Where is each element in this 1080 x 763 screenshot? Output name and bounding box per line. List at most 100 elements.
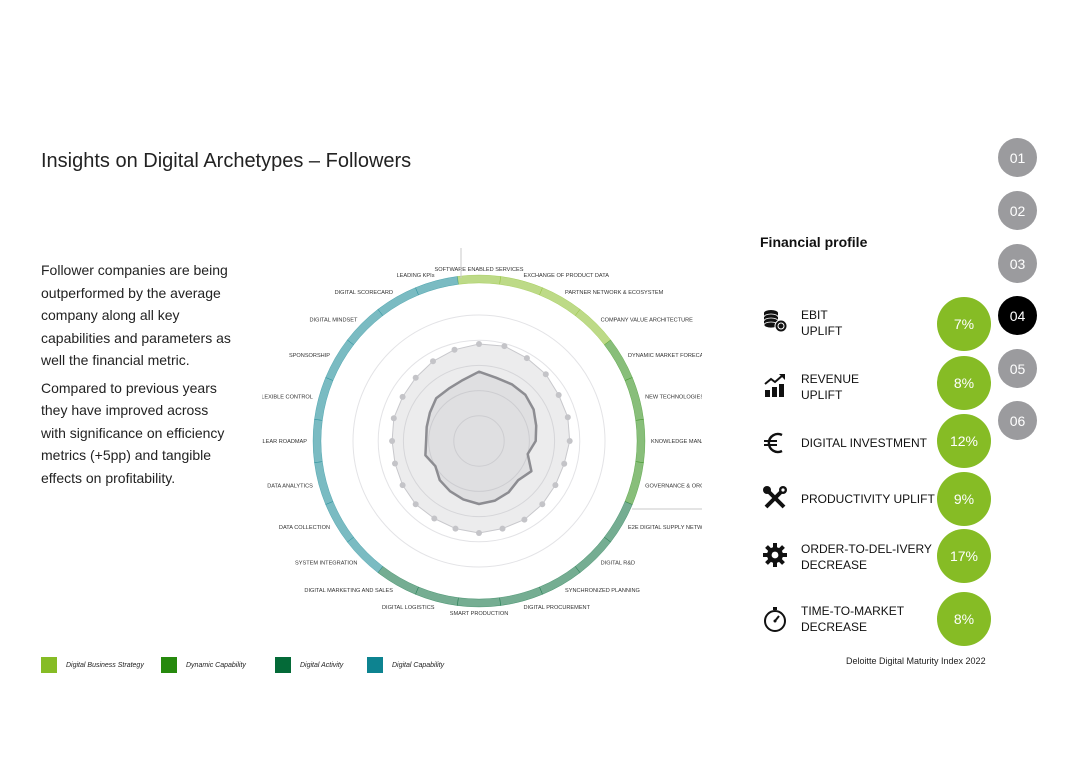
radar-axis-label: COMPANY VALUE ARCHITECTURE [601,317,694,323]
legend-label: Digital Business Strategy [66,661,144,669]
radar-axis-label: SMART PRODUCTION [450,611,509,617]
metric-label-productivity: PRODUCTIVITY UPLIFT [801,492,935,506]
radar-point [552,482,559,489]
metric-label-revenue: REVENUE UPLIFT [801,372,860,402]
metric-value-order-to-delivery: 17% [937,529,991,583]
radar-axis-label: SYSTEM INTEGRATION [295,561,357,567]
radar-point [523,355,530,362]
radar-background [321,283,637,599]
legend-label: Digital Activity [300,661,344,669]
nav-item-05[interactable]: 05 [998,349,1037,388]
legend-swatch [41,657,57,673]
radar-point [389,438,396,444]
metric-label-ebit: EBIT UPLIFT [801,308,843,338]
radar-point [399,393,406,400]
intro-paragraph-2: Compared to previous years they have imp… [41,379,225,486]
nav-item-02[interactable]: 02 [998,191,1037,230]
radar-axis-label: DIGITAL R&D [601,561,636,567]
radar-point [431,515,438,522]
radar-axis-label: DATA COLLECTION [279,525,330,531]
radar-axis-label: SYNCHRONIZED PLANNING [565,588,640,594]
radar-point [392,460,398,467]
metric-value-digital-investment: 12% [937,414,991,468]
radar-band-segment [457,597,501,608]
radar-band-segment [635,419,646,463]
radar-band-segment [415,276,459,296]
metric-label-time-to-market: TIME-TO-MARKET DECREASE [801,604,905,634]
metric-value-revenue: 8% [937,356,991,410]
metric-label-order-to-delivery: ORDER-TO-DEL-IVERY DECREASE [801,542,932,572]
nav-item-01[interactable]: 01 [998,138,1037,177]
legend-label: Digital Capability [392,661,445,669]
radar-point [539,501,546,508]
metric-value-time-to-market: 8% [937,592,991,646]
radar-axis-label: CLEAR ROADMAP [262,439,307,445]
legend-swatch [161,657,177,673]
radar-band-segment [312,419,323,463]
radar-point [542,371,549,378]
metric-value-productivity: 9% [937,472,991,526]
radar-axis-label: SOFTWARE ENABLED SERVICES [435,267,524,273]
radar-point [499,525,506,532]
nav-item-04[interactable]: 04 [998,296,1037,335]
radar-series-2 [424,370,538,506]
legend-item-digital-business-strategy: Digital Business Strategy [41,657,144,673]
radar-grid-ring-2 [428,390,530,492]
radar-axis-label: FLEXIBLE CONTROL [262,395,313,401]
radar-axis-label: LEADING KPIs [397,273,435,279]
radar-grid-ring-4 [377,339,581,543]
metric-value-ebit: 7% [937,297,991,351]
growth-chart-icon [764,374,785,397]
radar-point [501,343,508,350]
radar-grid-ring-3 [402,364,556,518]
page-title: Insights on Digital Archetypes – Followe… [41,150,412,172]
radar-axis-label: DIGITAL SCORECARD [335,290,393,296]
radar-point [555,392,562,398]
radar-point [452,525,459,532]
radar-point [412,501,419,508]
financial-profile-heading: Financial profile [760,234,868,250]
tools-icon [763,486,787,509]
radar-point [476,530,482,536]
metric-label-digital-investment: DIGITAL INVESTMENT [801,436,928,450]
legend-swatch [275,657,291,673]
radar-axis-label: PARTNER NETWORK & ECOSYSTEM [565,290,664,296]
radar-point [399,482,406,489]
radar-axis-label: NEW TECHNOLOGIES THROUGH PLC [645,395,702,401]
radar-point [390,415,397,422]
radar-axis-label: DIGITAL LOGISTICS [382,605,435,611]
radar-grid-ring-5 [352,314,606,568]
radar-grid-ring-1 [453,415,505,467]
intro-text: Follower companies are being outperforme… [41,259,231,494]
stopwatch-icon [764,607,786,632]
radar-axis-label: SPONSORSHIP [289,353,330,359]
coins-stack-icon [763,310,788,333]
radar-axis-label: DIGITAL PROCUREMENT [524,605,591,611]
legend-item-digital-capability: Digital Capability [367,657,444,673]
source-note: Deloitte Digital Maturity Index 2022 [846,656,986,666]
euro-icon [764,432,783,454]
radar-axis-label: DATA ANALYTICS [267,484,313,490]
radar-axis-label: DIGITAL MARKETING AND SALES [304,588,393,594]
radar-axis-label: DYNAMIC MARKET FORECASTING [628,353,702,359]
radar-point [561,460,568,467]
radar-point [430,358,436,365]
legend-swatch [367,657,383,673]
radar-axis-label: DIGITAL MINDSET [310,317,358,323]
radar-point [476,341,482,347]
nav-item-03[interactable]: 03 [998,244,1037,283]
radar-axis-label: E2E DIGITAL SUPPLY NETWORK [628,525,702,531]
radar-axis-label: GOVERNANCE & ORG STRUCTURE [645,484,702,490]
radar-point [412,374,419,381]
gear-icon [763,543,787,567]
legend-item-digital-activity: Digital Activity [275,657,343,673]
radar-point [451,346,458,353]
intro-paragraph-1: Follower companies are being outperforme… [41,262,231,368]
legend-item-dynamic-capability: Dynamic Capability [161,657,246,673]
nav-item-06[interactable]: 06 [998,401,1037,440]
radar-axis-label: KNOWLEDGE MANAGEMENT [651,439,702,445]
radar-point [566,438,573,444]
radar-band-segment [457,274,501,285]
radar-axis-label: EXCHANGE OF PRODUCT DATA [524,273,610,279]
